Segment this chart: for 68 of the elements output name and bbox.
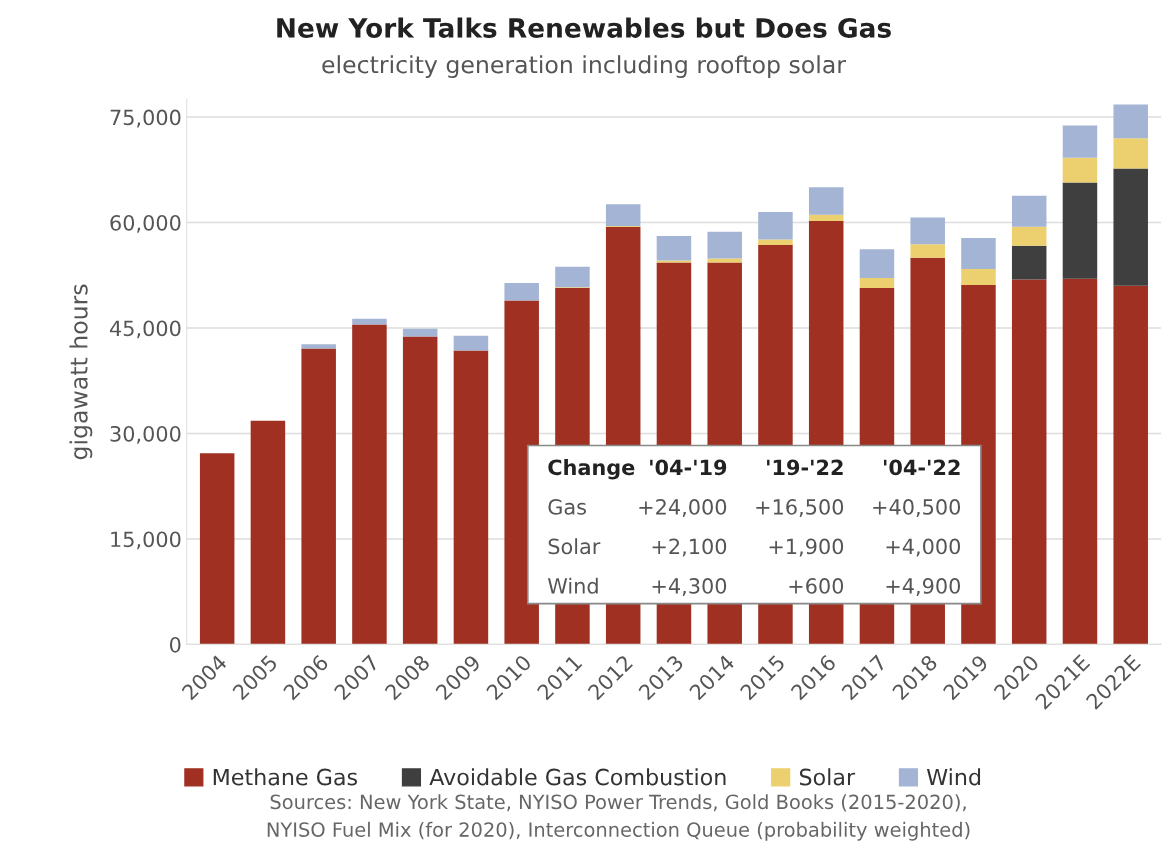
bar [808, 187, 844, 215]
legend-label: Methane Gas [213, 768, 358, 786]
bar [1062, 125, 1098, 158]
bar [1113, 138, 1148, 169]
bar [1011, 279, 1047, 645]
chart-title: New York Talks Renewables but Does Gas [277, 17, 891, 38]
annotation: '04-'19 [650, 459, 727, 476]
bar [1113, 285, 1148, 645]
legend-label: Avoidable Gas Combustion [429, 768, 726, 786]
source-note: Sources: New York State, NYISO Power Trends, Gold Books (2015-2020), NYISO Fuel Mix (for 2020), Interconnection Queue (probability weighted) [267, 794, 970, 841]
annotation: +600 [789, 578, 844, 594]
bar [859, 249, 895, 279]
bar [555, 266, 590, 288]
bar [301, 348, 336, 645]
annotation: Gas [548, 499, 587, 515]
bar [352, 324, 387, 645]
bar [453, 335, 489, 351]
bar [301, 344, 336, 349]
bar [910, 244, 945, 258]
annotation: +16,500 [756, 499, 844, 517]
bar [1062, 157, 1098, 183]
bar [859, 278, 895, 288]
y-tick-label: 75,000 [110, 109, 181, 128]
bar [250, 420, 286, 645]
chart-subtitle: electricity generation including rooftop solar [322, 55, 846, 79]
annotation: Solar [548, 538, 601, 555]
annotation: +40,500 [873, 499, 961, 517]
y-tick-label: 0 [169, 636, 181, 653]
annotation: +24,000 [639, 499, 727, 517]
bar [808, 214, 844, 222]
bar [352, 318, 387, 325]
annotation: +1,900 [769, 538, 844, 557]
bar [707, 258, 742, 263]
y-tick-label: 60,000 [110, 214, 181, 233]
annotation: +4,000 [886, 538, 961, 557]
bar [1062, 278, 1098, 645]
bar [1011, 245, 1047, 280]
bar [961, 238, 996, 269]
bar [707, 231, 742, 259]
bar [961, 268, 996, 286]
annotation: Change [548, 459, 635, 480]
annotation: +2,100 [652, 538, 727, 557]
annotation: +4,900 [886, 578, 961, 596]
bar [656, 235, 692, 261]
bar [1113, 168, 1148, 286]
bar [1062, 182, 1098, 279]
y-tick-label: 45,000 [109, 320, 181, 339]
annotation: '04-'22 [884, 459, 960, 476]
bar [656, 260, 692, 263]
bar [758, 239, 793, 246]
bar [1011, 226, 1047, 246]
y-tick-label: 30,000 [110, 425, 181, 444]
bar [199, 453, 235, 645]
bar [453, 350, 489, 645]
legend-label: Wind [926, 768, 981, 786]
y-tick-label: 15,000 [111, 531, 181, 550]
bar [910, 217, 945, 245]
bar [504, 283, 539, 301]
annotation: +4,300 [652, 578, 727, 596]
bar [758, 211, 793, 240]
annotation: Wind [547, 577, 598, 594]
legend-label: Solar [799, 768, 856, 786]
bar [402, 336, 438, 645]
y-axis-title: gigawatt hours [69, 284, 93, 460]
bar [605, 204, 641, 227]
bar [1113, 104, 1148, 139]
annotation: '19-'22 [767, 459, 843, 476]
bar [1011, 195, 1047, 227]
